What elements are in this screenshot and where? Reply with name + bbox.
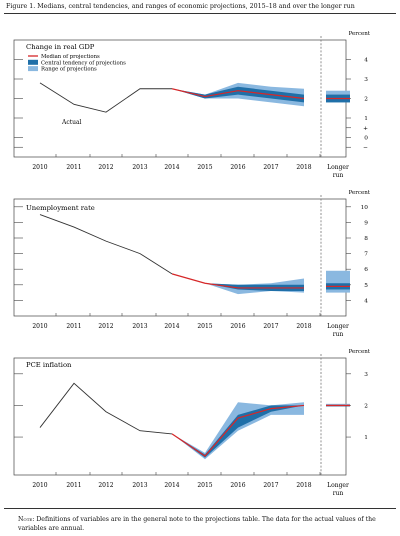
- x-tick-label: 2016: [230, 482, 245, 489]
- longer-run-range-bar: [326, 403, 350, 406]
- x-tick-label: 2010: [32, 482, 47, 489]
- actual-line: [39, 214, 173, 275]
- y-tick-label: 6: [364, 267, 368, 273]
- note-label: Note:: [18, 516, 35, 523]
- range-band: [172, 273, 304, 295]
- x-tick-label: 2017: [263, 323, 278, 330]
- x-tick-label: 2013: [132, 323, 147, 330]
- x-tick-label: 2013: [132, 164, 147, 171]
- legend-swatch-central: [28, 59, 38, 65]
- x-tick-label: 2014: [164, 323, 179, 330]
- x-tick-label-longer-run: run: [333, 490, 344, 497]
- y-tick-label: 2: [364, 97, 368, 103]
- panel-title: PCE inflation: [26, 361, 72, 369]
- y-tick-label: 7: [364, 252, 368, 258]
- actual-label: Actual: [61, 119, 82, 126]
- x-tick-label: 2012: [98, 164, 113, 171]
- x-tick-label: 2016: [230, 323, 245, 330]
- median-line: [171, 273, 304, 289]
- y-tick-label: 1: [364, 116, 368, 122]
- x-tick-label: 2010: [32, 164, 47, 171]
- y-tick-label: 3: [364, 372, 368, 378]
- x-tick-label: 2010: [32, 323, 47, 330]
- x-tick-label: 2011: [66, 164, 81, 171]
- x-tick-label: 2011: [66, 482, 81, 489]
- y-tick-label: 3: [364, 77, 368, 83]
- actual-line: [39, 382, 173, 435]
- x-tick-label: 2014: [164, 164, 179, 171]
- y-tick-label: 5: [364, 283, 368, 289]
- x-tick-label-longer-run: run: [333, 331, 344, 338]
- legend-label: Median of projections: [41, 54, 100, 60]
- chart-panel-unemployment: Percent Unemployment rate 10 9 8 7 6 5 4 2010 2011…: [0, 183, 400, 343]
- median-line: [171, 88, 305, 100]
- x-tick-label: 2017: [263, 482, 278, 489]
- figure-note: Note: Definitions of variables are in th…: [18, 516, 398, 533]
- legend-swatch-range: [28, 66, 38, 72]
- y-tick-label: 4: [364, 58, 368, 64]
- unit-label: Percent: [349, 190, 371, 196]
- legend-label: Central tendency of projections: [41, 60, 126, 66]
- x-tick-label: 2013: [132, 482, 147, 489]
- y-tick-label: +: [363, 126, 368, 132]
- chart-panel-pce-inflation: Percent PCE inflation 3 2 1 2010 2011 2012 2013 2…: [0, 342, 400, 502]
- range-band: [172, 402, 304, 460]
- central-tendency-band: [172, 405, 304, 458]
- plot-frame: [13, 198, 347, 317]
- x-tick-label-longer-run: run: [333, 172, 344, 179]
- panel-title: Change in real GDP: [26, 43, 95, 51]
- y-tick-label: 0: [364, 136, 368, 142]
- y-tick-label: 1: [364, 435, 368, 441]
- y-tick-label: 4: [364, 298, 368, 304]
- x-tick-label: 2017: [263, 164, 278, 171]
- x-tick-label: 2011: [66, 323, 81, 330]
- x-tick-label: 2018: [296, 323, 311, 330]
- chart-svg: Percent PCE inflation 3 2 1 2010 2011 2012 2013 2…: [13, 349, 371, 497]
- y-tick-label: 8: [364, 236, 368, 242]
- legend-label: Range of projections: [41, 67, 97, 73]
- chart-svg: Percent Change in real GDP 4 3 2 1 +0 − 2010 2011…: [13, 31, 371, 179]
- median-line: [171, 404, 305, 457]
- y-tick-label: −: [363, 145, 368, 151]
- x-tick-label: 2015: [197, 323, 212, 330]
- unit-label: Percent: [349, 349, 371, 355]
- note-text: Definitions of variables are in the gene…: [18, 516, 376, 532]
- x-tick-label: 2014: [164, 482, 179, 489]
- top-rule: [4, 13, 396, 14]
- x-tick-label: 2016: [230, 164, 245, 171]
- central-tendency-band: [172, 86, 304, 103]
- chart-panel-gdp: Percent Change in real GDP 4 3 2 1 +0 − 2010 2011…: [0, 24, 400, 184]
- panel-title: Unemployment rate: [26, 204, 95, 212]
- x-tick-label-longer-run: Longer: [327, 323, 349, 330]
- x-tick-label-longer-run: Longer: [327, 482, 349, 489]
- x-tick-label-longer-run: Longer: [327, 164, 349, 171]
- y-tick-label: 2: [364, 403, 368, 409]
- y-tick-label: 9: [364, 220, 368, 226]
- x-tick-label: 2015: [197, 482, 212, 489]
- bottom-rule: [4, 508, 396, 509]
- x-tick-label: 2015: [197, 164, 212, 171]
- x-tick-label: 2012: [98, 482, 113, 489]
- chart-svg: Percent Unemployment rate 10 9 8 7 6 5 4 2010 2011…: [13, 190, 371, 338]
- central-tendency-band: [172, 273, 304, 292]
- y-tick-label: 10: [361, 205, 369, 211]
- x-tick-label: 2018: [296, 164, 311, 171]
- plot-frame: [13, 357, 347, 476]
- range-band: [172, 82, 304, 107]
- x-tick-label: 2018: [296, 482, 311, 489]
- unit-label: Percent: [349, 31, 371, 37]
- actual-line: [39, 82, 172, 113]
- x-tick-label: 2012: [98, 323, 113, 330]
- figure-title: Figure 1. Medians, central tendencies, a…: [6, 3, 355, 10]
